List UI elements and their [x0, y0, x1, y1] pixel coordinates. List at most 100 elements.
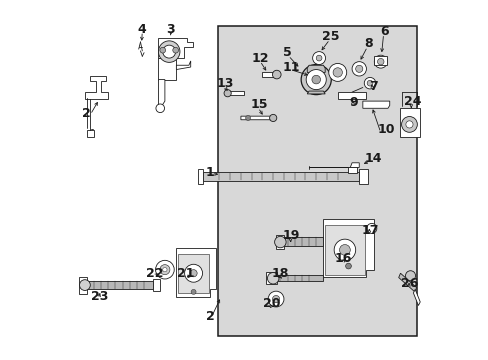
Polygon shape — [323, 220, 373, 277]
Polygon shape — [362, 101, 389, 108]
Polygon shape — [276, 234, 284, 249]
Circle shape — [405, 121, 412, 128]
Circle shape — [160, 47, 165, 53]
Polygon shape — [158, 80, 164, 108]
Polygon shape — [280, 237, 323, 246]
Circle shape — [366, 224, 376, 233]
Polygon shape — [261, 72, 276, 77]
Circle shape — [364, 77, 375, 89]
Text: 10: 10 — [377, 123, 394, 136]
Polygon shape — [153, 279, 160, 291]
Polygon shape — [176, 248, 215, 297]
Text: 23: 23 — [90, 290, 108, 303]
Circle shape — [311, 75, 320, 84]
Text: 2: 2 — [205, 310, 214, 323]
Circle shape — [373, 55, 386, 68]
Text: 13: 13 — [216, 77, 233, 90]
Circle shape — [316, 55, 321, 61]
Text: 14: 14 — [364, 152, 382, 165]
Text: 19: 19 — [282, 229, 299, 242]
Circle shape — [155, 260, 174, 279]
Bar — [217, 26, 416, 336]
Text: 11: 11 — [282, 60, 299, 73]
Circle shape — [355, 65, 362, 72]
Polygon shape — [79, 277, 86, 294]
Polygon shape — [203, 172, 359, 181]
Text: 3: 3 — [166, 23, 175, 36]
Circle shape — [272, 296, 279, 303]
Circle shape — [163, 45, 175, 58]
Text: 2: 2 — [81, 107, 90, 120]
Text: 25: 25 — [321, 30, 339, 43]
Text: 12: 12 — [251, 51, 269, 64]
Polygon shape — [158, 39, 192, 58]
Polygon shape — [308, 163, 359, 167]
Circle shape — [351, 62, 366, 76]
Circle shape — [245, 116, 250, 121]
Circle shape — [224, 90, 231, 97]
Circle shape — [269, 114, 276, 122]
Circle shape — [328, 63, 346, 81]
Text: 24: 24 — [404, 95, 421, 108]
Polygon shape — [373, 56, 386, 65]
Text: 6: 6 — [379, 25, 388, 38]
Text: 1: 1 — [205, 166, 214, 179]
Polygon shape — [198, 169, 203, 184]
Circle shape — [366, 80, 372, 86]
Text: 5: 5 — [283, 46, 291, 59]
Polygon shape — [348, 167, 357, 173]
Circle shape — [274, 236, 285, 248]
Circle shape — [333, 239, 355, 261]
Text: 17: 17 — [361, 224, 378, 237]
Text: 26: 26 — [400, 278, 417, 291]
Polygon shape — [271, 275, 323, 281]
Circle shape — [160, 265, 169, 275]
Polygon shape — [85, 76, 108, 99]
Polygon shape — [400, 108, 419, 137]
Text: 22: 22 — [146, 267, 163, 280]
Circle shape — [332, 68, 342, 77]
Circle shape — [163, 267, 167, 272]
Circle shape — [401, 117, 416, 132]
Polygon shape — [241, 116, 273, 120]
Circle shape — [158, 41, 180, 62]
Polygon shape — [398, 273, 416, 292]
Bar — [178, 253, 208, 293]
Polygon shape — [227, 91, 244, 95]
Circle shape — [405, 271, 415, 281]
Circle shape — [156, 104, 164, 113]
Text: 8: 8 — [363, 37, 372, 50]
Text: 21: 21 — [176, 267, 194, 280]
Circle shape — [191, 289, 196, 294]
Polygon shape — [265, 272, 276, 284]
Circle shape — [345, 263, 351, 269]
Text: 20: 20 — [262, 297, 280, 310]
Circle shape — [301, 64, 330, 95]
Text: 16: 16 — [334, 252, 351, 265]
Circle shape — [339, 244, 349, 255]
Polygon shape — [83, 281, 153, 289]
Circle shape — [305, 69, 325, 90]
Circle shape — [184, 264, 202, 282]
Circle shape — [172, 47, 178, 53]
Text: 4: 4 — [138, 23, 146, 36]
Circle shape — [377, 58, 383, 65]
Polygon shape — [337, 92, 366, 99]
Circle shape — [267, 273, 278, 284]
Polygon shape — [306, 91, 325, 94]
Text: 15: 15 — [249, 98, 267, 111]
Polygon shape — [306, 65, 325, 72]
Polygon shape — [359, 169, 367, 184]
Circle shape — [267, 291, 284, 307]
Text: 7: 7 — [368, 80, 377, 93]
Polygon shape — [158, 58, 176, 80]
Polygon shape — [176, 61, 190, 69]
Polygon shape — [412, 289, 419, 306]
Circle shape — [312, 51, 325, 64]
Polygon shape — [86, 130, 94, 137]
Text: 9: 9 — [349, 96, 357, 109]
Text: 18: 18 — [271, 267, 288, 280]
Bar — [325, 225, 364, 275]
Circle shape — [272, 70, 281, 79]
Circle shape — [190, 270, 197, 277]
